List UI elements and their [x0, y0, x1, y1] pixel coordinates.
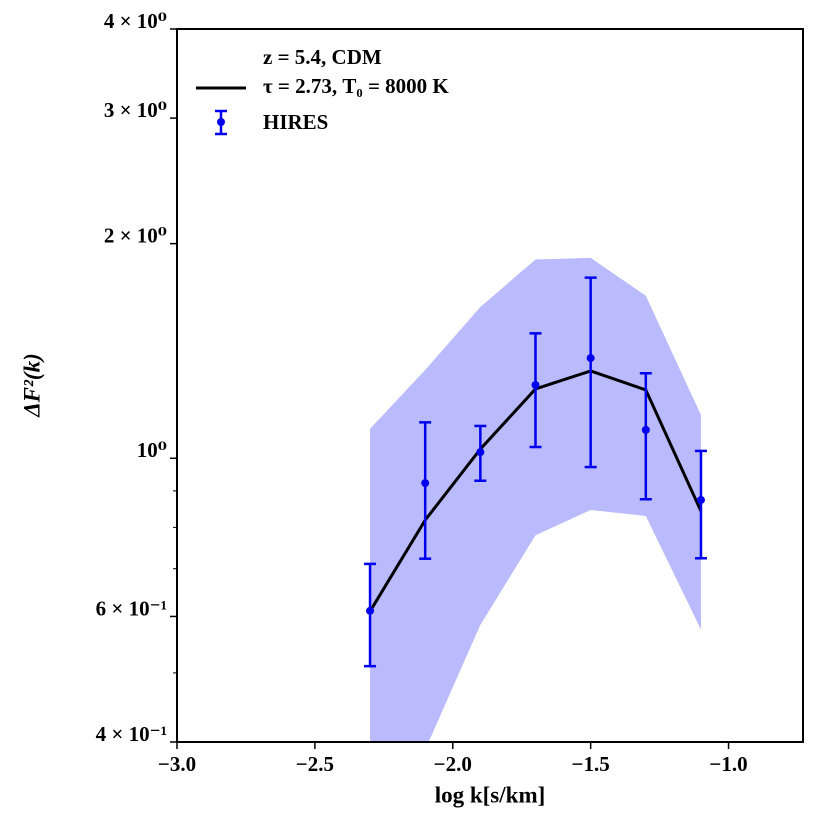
error-bar — [529, 332, 542, 449]
axes-frame — [176, 28, 804, 743]
x-tick-label: −3.0 — [158, 752, 196, 776]
x-tick-label: −2.0 — [434, 752, 472, 776]
y-tick-label: 3 × 10⁰ — [104, 98, 167, 122]
y-tick-label: 2 × 10⁰ — [104, 223, 167, 247]
y-tick-label: 6 × 10⁻¹ — [96, 596, 167, 620]
legend-marker — [217, 118, 225, 126]
data-point — [641, 425, 650, 434]
legend-label: τ = 2.73, T₀ = 8000 K — [263, 74, 449, 98]
data-point — [476, 448, 485, 457]
y-axis-label: ΔF²(k) — [19, 353, 44, 417]
error-bar — [364, 562, 377, 668]
plot-area — [364, 257, 707, 742]
y-tick-label: 4 × 10⁰ — [104, 9, 167, 33]
data-point — [586, 354, 595, 363]
data-point — [696, 495, 705, 504]
data-point — [531, 380, 540, 389]
error-bar — [419, 421, 432, 560]
x-axis-label: log k[s/km] — [435, 782, 546, 807]
y-tick-label: 10⁰ — [137, 438, 167, 462]
legend-label: z = 5.4, CDM — [263, 45, 382, 69]
x-tick-label: −2.5 — [296, 752, 334, 776]
x-tick-label: −1.0 — [709, 752, 747, 776]
error-bar — [639, 371, 652, 501]
legend: z = 5.4, CDM τ = 2.73, T₀ = 8000 K HIRES — [196, 45, 449, 136]
error-bar — [474, 424, 487, 482]
error-bar — [694, 449, 707, 560]
legend-label: HIRES — [263, 110, 328, 134]
data-point — [421, 479, 430, 488]
y-tick-label: 4 × 10⁻¹ — [96, 722, 167, 746]
data-point — [366, 606, 375, 615]
error-bar — [584, 276, 597, 469]
x-tick-label: −1.5 — [572, 752, 610, 776]
